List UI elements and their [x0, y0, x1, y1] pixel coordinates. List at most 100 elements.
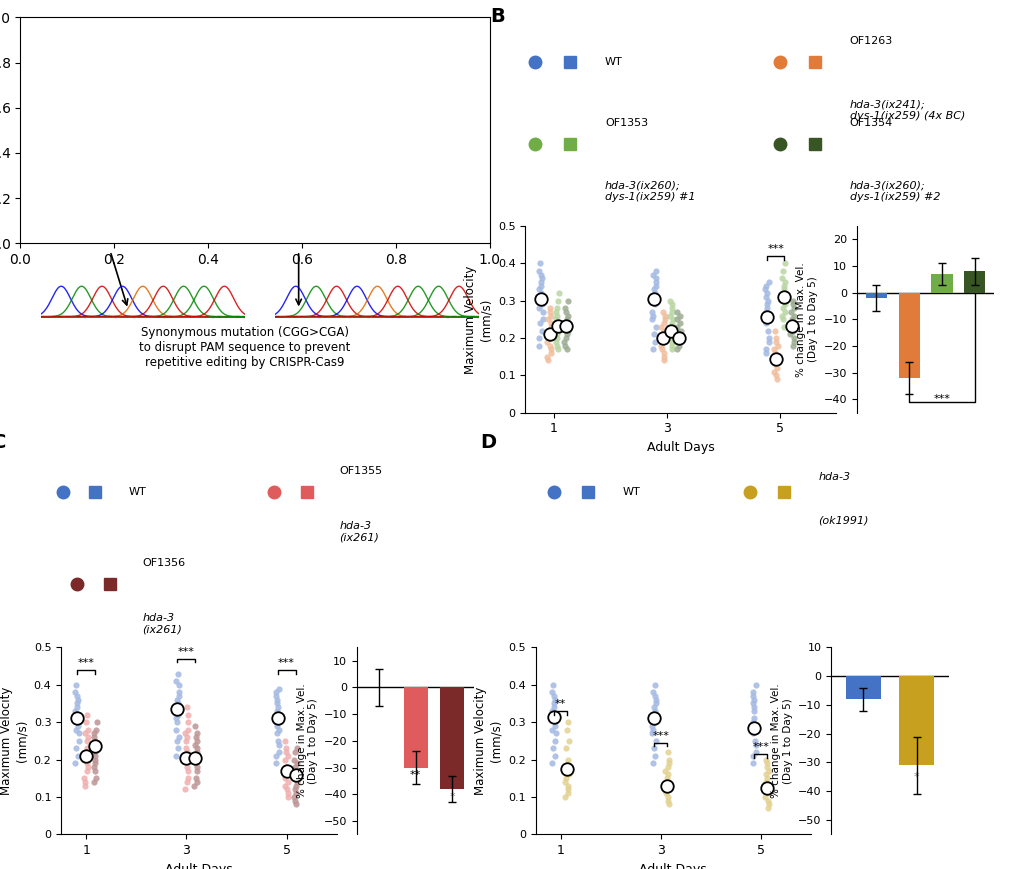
Point: [756, 282, 772, 296]
Point: [643, 313, 659, 327]
Point: [178, 741, 195, 755]
Point: [657, 782, 674, 796]
Point: [775, 320, 792, 334]
Point: [68, 697, 85, 711]
Text: hda-3
(ix261): hda-3 (ix261): [339, 521, 379, 543]
Point: [86, 760, 102, 774]
Point: [760, 335, 776, 348]
Point: [547, 726, 564, 740]
Point: [668, 313, 685, 327]
Point: [179, 707, 196, 721]
Point: [746, 700, 762, 714]
Point: [745, 697, 761, 711]
Text: WT: WT: [604, 57, 623, 67]
X-axis label: Adult Days: Adult Days: [639, 863, 706, 869]
Point: [663, 305, 680, 319]
Point: [287, 760, 304, 774]
Point: [76, 775, 93, 789]
Point: [663, 297, 680, 311]
Point: [557, 331, 574, 345]
Point: [766, 346, 783, 360]
Point: [531, 256, 547, 270]
Point: [76, 772, 93, 786]
Point: [772, 308, 789, 322]
Point: [169, 697, 185, 711]
Text: G: G: [283, 214, 290, 227]
Point: [547, 712, 564, 726]
Point: [287, 764, 304, 778]
Point: [87, 726, 103, 740]
Point: [757, 767, 773, 781]
Text: **: **: [554, 699, 566, 709]
Point: [189, 726, 205, 740]
Point: [278, 745, 294, 759]
Point: [268, 686, 284, 700]
Point: [88, 772, 104, 786]
Point: [659, 790, 676, 804]
Point: [178, 745, 195, 759]
Point: [285, 790, 302, 804]
Point: [776, 294, 793, 308]
Point: [786, 335, 802, 348]
Point: [87, 753, 103, 766]
Point: [556, 790, 573, 804]
Point: [277, 733, 293, 747]
Point: [758, 760, 774, 774]
Point: [70, 693, 87, 706]
Point: [86, 775, 102, 789]
Point: [647, 689, 663, 703]
Point: [757, 316, 773, 330]
Point: [644, 342, 660, 356]
Text: G: G: [179, 168, 193, 186]
Point: [646, 749, 662, 763]
Point: [178, 700, 195, 714]
Point: [534, 305, 550, 319]
Point: [766, 335, 783, 348]
X-axis label: Adult Days: Adult Days: [165, 863, 232, 869]
Text: A: A: [107, 214, 114, 227]
Point: [776, 256, 793, 270]
Point: [532, 279, 548, 293]
Point: [270, 733, 286, 747]
Point: [78, 764, 95, 778]
Point: [559, 715, 576, 729]
Point: [78, 741, 95, 755]
Point: [544, 678, 560, 692]
Point: [171, 689, 187, 703]
Point: [784, 297, 800, 311]
Text: C: C: [119, 214, 126, 227]
Text: OF1355: OF1355: [339, 467, 382, 476]
Point: [170, 707, 186, 721]
Point: [556, 775, 573, 789]
Point: [268, 749, 284, 763]
Y-axis label: Maximum Velocity
(mm/s): Maximum Velocity (mm/s): [0, 687, 29, 795]
Point: [542, 316, 558, 330]
Text: A: A: [182, 214, 190, 227]
Point: [672, 308, 688, 322]
Y-axis label: % change in Max. Vel.
(Day 1 to Day 5): % change in Max. Vel. (Day 1 to Day 5): [297, 683, 318, 799]
Point: [176, 782, 193, 796]
Point: [560, 767, 577, 781]
Point: [555, 320, 572, 334]
Point: [671, 328, 687, 342]
Point: [655, 316, 672, 330]
Point: [545, 700, 561, 714]
Point: [669, 331, 686, 345]
Text: G: G: [157, 214, 164, 227]
Point: [745, 712, 761, 726]
Point: [775, 286, 792, 300]
Point: [269, 700, 285, 714]
Point: [558, 342, 575, 356]
Text: hda-3
(ix261): hda-3 (ix261): [143, 614, 182, 635]
Point: [747, 745, 763, 759]
Point: [542, 346, 558, 360]
Point: [786, 331, 802, 345]
Point: [663, 339, 680, 353]
Point: [549, 294, 566, 308]
Text: 271: 271: [174, 126, 198, 139]
Point: [78, 756, 95, 770]
Point: [531, 302, 547, 315]
Point: [786, 302, 802, 315]
Point: [643, 305, 659, 319]
Point: [170, 730, 186, 744]
